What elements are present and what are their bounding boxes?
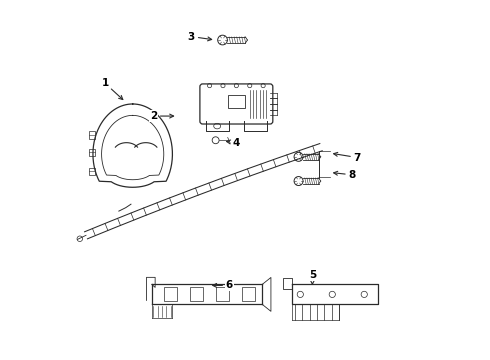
Bar <box>216 287 229 301</box>
Text: 2: 2 <box>150 111 173 121</box>
Text: 3: 3 <box>188 32 212 41</box>
Text: 5: 5 <box>309 270 316 284</box>
Bar <box>90 167 95 175</box>
Bar <box>90 131 95 139</box>
Text: 8: 8 <box>334 170 356 180</box>
Bar <box>164 287 177 301</box>
Text: 7: 7 <box>334 152 361 162</box>
Bar <box>190 287 203 301</box>
Text: 1: 1 <box>101 78 123 99</box>
Bar <box>242 287 255 301</box>
Bar <box>228 95 245 108</box>
Bar <box>90 149 95 156</box>
Text: 6: 6 <box>213 280 233 291</box>
Text: 4: 4 <box>226 138 240 148</box>
